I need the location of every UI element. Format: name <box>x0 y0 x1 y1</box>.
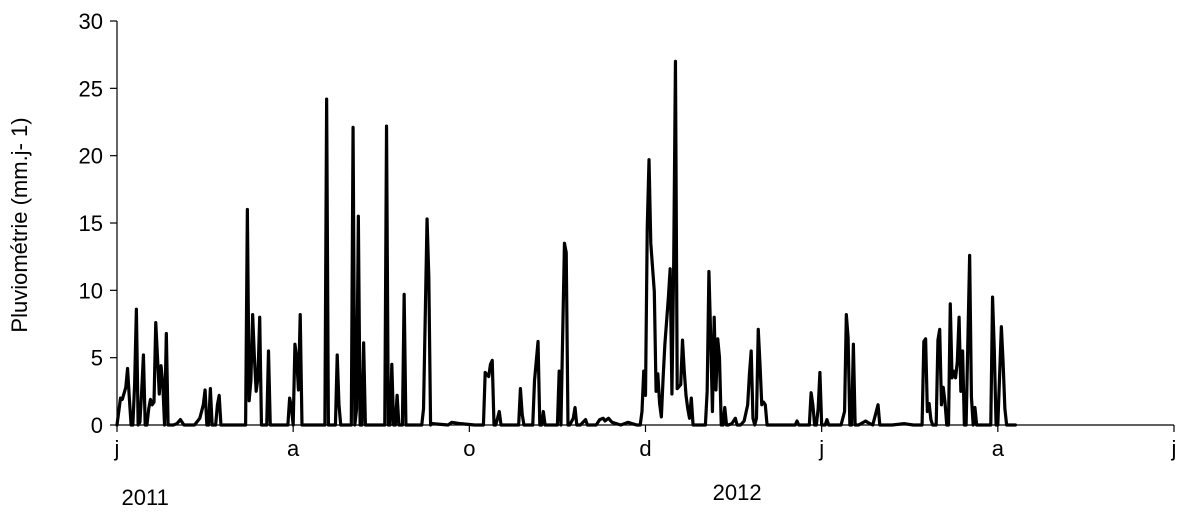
y-tick-label: 30 <box>79 9 103 34</box>
x-tick-label: o <box>463 436 475 461</box>
year-label: 2012 <box>713 480 762 505</box>
year-label: 2011 <box>122 485 169 510</box>
y-tick-label: 10 <box>79 278 103 303</box>
series-group <box>115 59 1018 427</box>
x-tick-label: a <box>992 436 1005 461</box>
rainfall-series-line <box>115 59 1018 427</box>
x-tick-label: j <box>818 436 824 461</box>
y-tick-label: 0 <box>91 413 103 438</box>
x-tick-label: j <box>114 436 120 461</box>
y-tick-label: 20 <box>79 144 103 169</box>
y-tick-label: 5 <box>91 346 103 371</box>
y-tick-label: 25 <box>79 76 103 101</box>
x-tick-label: d <box>639 436 651 461</box>
x-tick-label: j <box>1171 436 1177 461</box>
y-tick-label: 15 <box>79 211 103 236</box>
x-tick-label: a <box>287 436 300 461</box>
y-axis-title: Pluviométrie (mm.j- 1) <box>7 117 32 332</box>
year-labels: 2011 2012 <box>122 480 762 510</box>
y-axis: 0 5 10 15 20 25 30 <box>79 9 118 438</box>
